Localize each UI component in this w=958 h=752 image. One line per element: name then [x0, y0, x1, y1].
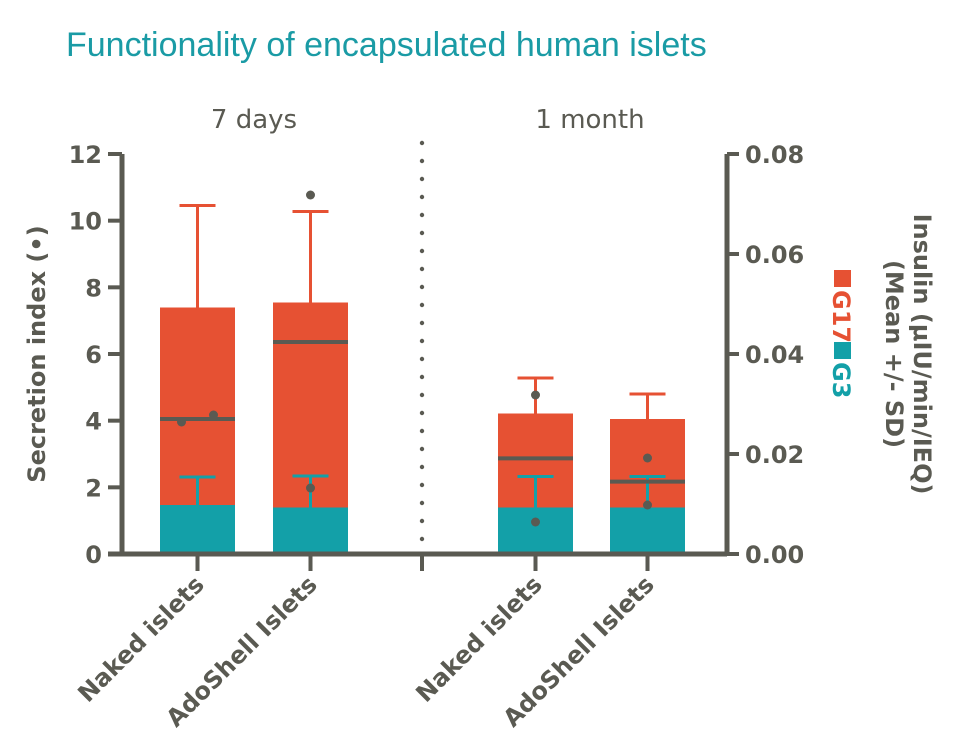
bar-group: [160, 204, 235, 554]
bar-group: [610, 392, 685, 554]
legend-label-g17: G17: [827, 290, 855, 343]
group-label-7-days: 7 days: [211, 105, 297, 135]
right-axis-tick-label: 0.08: [745, 141, 804, 169]
separator-dot: [419, 248, 425, 254]
g3-bar: [160, 505, 235, 552]
separator-dot: [419, 536, 425, 542]
separator-dot: [419, 176, 425, 182]
bar-group: [273, 190, 348, 554]
separator-dot: [419, 356, 425, 362]
secretion-index-point: [531, 390, 540, 400]
separator-dot: [419, 518, 425, 524]
separator-dot: [419, 230, 425, 236]
left-axis-tick-label: 8: [85, 274, 102, 302]
separator-dot: [419, 194, 425, 200]
secretion-index-point: [531, 517, 540, 527]
separator-dot: [419, 140, 425, 146]
right-axis-title-line2: (Mean +/- SD): [880, 260, 908, 448]
left-axis-tick-label: 0: [85, 541, 102, 569]
chart-title: Functionality of encapsulated human isle…: [66, 26, 707, 64]
left-axis-tick-label: 4: [85, 408, 102, 436]
secretion-index-point: [643, 500, 652, 510]
legend-swatch-g3: [834, 342, 851, 359]
separator-dot: [419, 392, 425, 398]
separator-dot: [419, 410, 425, 416]
separator-dot: [419, 302, 425, 308]
left-axis: 0 2 4 6 8 10 12: [69, 141, 125, 569]
left-axis-tick-label: 2: [85, 474, 102, 502]
separator-dot: [419, 212, 425, 218]
left-axis-tick-label: 12: [69, 141, 102, 169]
g3-bar: [610, 507, 685, 552]
separator-dot: [419, 446, 425, 452]
left-axis-tick-label: 6: [85, 341, 102, 369]
right-axis: 0.00 0.02 0.04 0.06 0.08: [724, 141, 804, 569]
secretion-index-point: [306, 483, 315, 493]
secretion-index-point: [306, 190, 315, 200]
right-axis-title-group: Insulin (μIU/min/IEQ) (Mean +/- SD) G17 …: [827, 214, 936, 495]
separator-dot: [419, 374, 425, 380]
left-axis-title: Secretion index (•): [23, 225, 51, 482]
bars: [160, 190, 685, 554]
g3-bar: [498, 507, 573, 552]
separator-dot: [419, 482, 425, 488]
bar-group: [498, 376, 573, 554]
secretion-index-point: [643, 453, 652, 463]
separator-dot: [419, 266, 425, 272]
group-separator: [419, 140, 425, 542]
legend: G17 G3: [827, 270, 855, 398]
group-label-1-month: 1 month: [535, 105, 644, 135]
legend-label-g3: G3: [827, 362, 855, 398]
separator-dot: [419, 500, 425, 506]
separator-dot: [419, 464, 425, 470]
legend-swatch-g17: [834, 270, 851, 287]
separator-dot: [419, 320, 425, 326]
secretion-index-point: [209, 410, 218, 420]
separator-dot: [419, 338, 425, 344]
g3-bar: [273, 507, 348, 552]
separator-dot: [419, 284, 425, 290]
left-axis-tick-label: 10: [69, 208, 102, 236]
right-axis-tick-label: 0.04: [745, 341, 804, 369]
right-axis-tick-label: 0.06: [745, 241, 804, 269]
right-axis-tick-label: 0.02: [745, 441, 804, 469]
separator-dot: [419, 158, 425, 164]
right-axis-tick-label: 0.00: [745, 541, 804, 569]
separator-dot: [419, 428, 425, 434]
right-axis-title-line1: Insulin (μIU/min/IEQ): [908, 214, 936, 495]
secretion-index-point: [177, 417, 186, 427]
